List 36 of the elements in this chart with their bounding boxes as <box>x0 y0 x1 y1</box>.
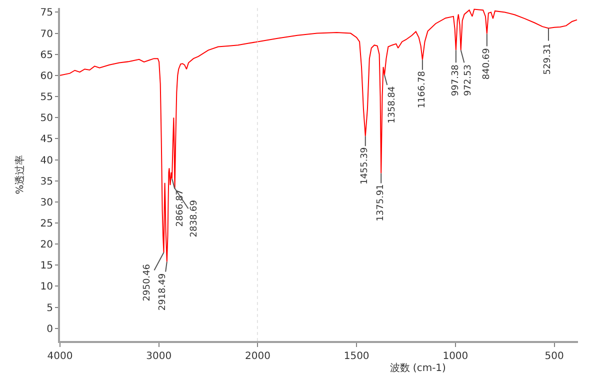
x-tick-label: 1000 <box>442 351 468 362</box>
annotation: 2838.69 <box>189 200 200 238</box>
y-tick-label: 30 <box>40 197 53 208</box>
y-tick-label: 5 <box>46 302 53 314</box>
annotation: 1166.78 <box>418 70 428 108</box>
annotation: 997.38 <box>450 64 461 96</box>
x-tick-label: 4000 <box>47 351 73 362</box>
y-tick-label: 35 <box>40 176 53 188</box>
y-axis-title: %透过率 <box>14 154 26 194</box>
x-axis-title: 波数 (cm-1) <box>390 362 446 374</box>
annotation: 1455.39 <box>360 147 370 185</box>
annotation: 2866.87 <box>175 190 186 227</box>
y-tick-label: 55 <box>40 92 53 104</box>
annotation: 840.69 <box>482 48 492 80</box>
annotation: 529.31 <box>543 43 554 75</box>
y-tick-label: 50 <box>40 113 53 124</box>
x-tick-label: 3000 <box>146 351 172 362</box>
y-tick-label: 20 <box>40 240 53 251</box>
x-tick-label: 1500 <box>344 351 370 362</box>
y-tick-label: 60 <box>40 70 53 82</box>
y-tick-label: 15 <box>40 260 53 272</box>
y-tick-label: 10 <box>40 282 53 293</box>
y-tick-label: 25 <box>40 218 53 230</box>
y-tick-label: 0 <box>46 324 53 335</box>
annotation: 1358.84 <box>387 86 398 124</box>
y-tick-label: 45 <box>40 134 53 146</box>
y-tick-label: 75 <box>40 8 53 19</box>
annotation: 972.53 <box>464 64 474 96</box>
y-tick-label: 65 <box>40 50 53 61</box>
x-tick-label: 2000 <box>244 351 270 362</box>
annotation: 2918.49 <box>158 273 168 311</box>
x-tick-label: 500 <box>544 351 564 362</box>
y-tick-label: 70 <box>40 28 53 40</box>
annotation: 1375.91 <box>376 184 386 222</box>
annotation: 2950.46 <box>142 264 152 302</box>
y-tick-label: 40 <box>40 155 53 166</box>
